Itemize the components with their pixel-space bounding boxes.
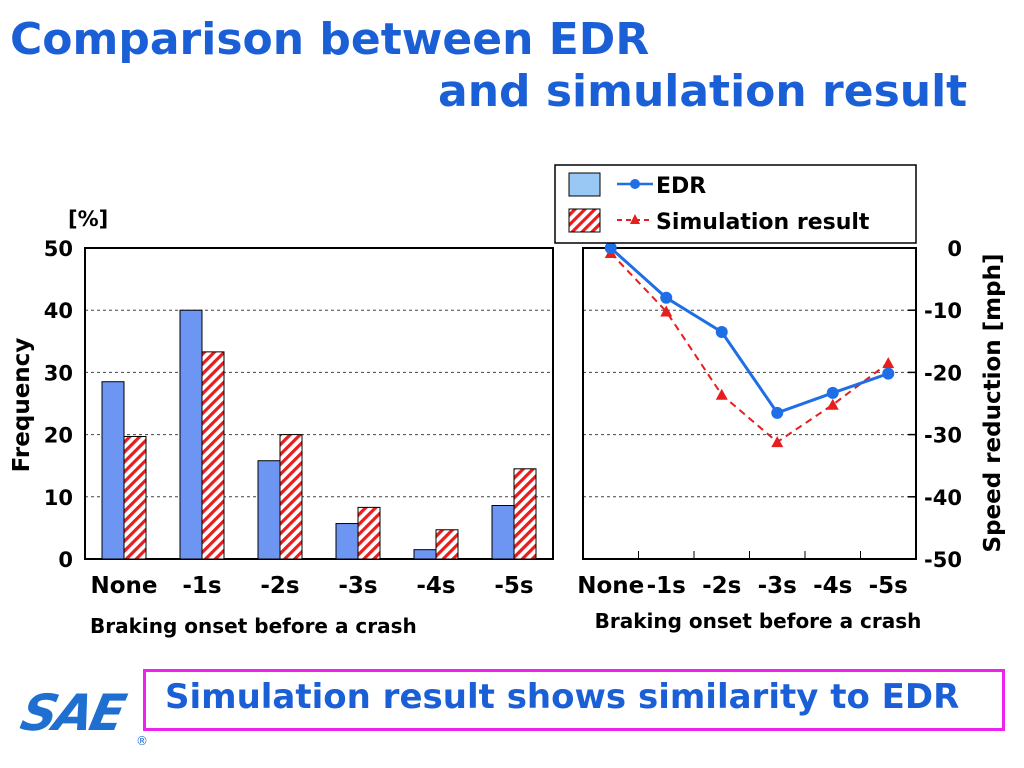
bar-x-tick-label: -2s bbox=[260, 573, 299, 599]
bar-edr bbox=[335, 523, 359, 560]
bar-unit-label: [%] bbox=[68, 207, 108, 231]
line-plot-frame bbox=[582, 247, 917, 560]
edr-point bbox=[771, 406, 784, 419]
line-y-tick-label: 0 bbox=[947, 237, 962, 261]
legend-edr-swatch bbox=[568, 172, 601, 197]
simulation-point bbox=[882, 357, 895, 369]
edr-point bbox=[882, 367, 895, 380]
bar-y-tick-label: 50 bbox=[44, 237, 73, 261]
bar-y-tick-label: 10 bbox=[44, 486, 73, 510]
line-x-tick-label: -2s bbox=[702, 573, 741, 599]
line-x-tick-label: -3s bbox=[758, 573, 797, 599]
bar-simulation bbox=[279, 434, 303, 560]
edr-line bbox=[609, 246, 889, 415]
bar-x-tick-label: -3s bbox=[338, 573, 377, 599]
legend-edr-marker bbox=[630, 179, 640, 189]
line-y-axis-title: Speed reduction [mph] bbox=[980, 254, 1006, 553]
bar-x-tick-label: None bbox=[90, 573, 157, 599]
legend-sim-label: Simulation result bbox=[656, 210, 870, 235]
bar-simulation bbox=[435, 529, 459, 560]
line-x-axis-title: Braking onset before a crash bbox=[595, 609, 922, 633]
registered-mark: ® bbox=[136, 734, 148, 748]
sae-logo: SAE bbox=[15, 684, 129, 742]
edr-point bbox=[715, 325, 728, 338]
simulation-point bbox=[660, 305, 673, 317]
bar-y-tick-label: 40 bbox=[44, 299, 73, 323]
bar-y-tick-label: 20 bbox=[44, 424, 73, 448]
bar-edr bbox=[491, 505, 515, 560]
legend-sim-marker bbox=[630, 214, 640, 224]
line-x-tick-label: None bbox=[577, 573, 644, 599]
bar-edr bbox=[101, 381, 125, 560]
bar-simulation bbox=[513, 468, 537, 560]
bar-edr bbox=[179, 309, 203, 560]
line-y-tick-label: -50 bbox=[924, 548, 962, 572]
bar-x-axis-title: Braking onset before a crash bbox=[90, 614, 417, 638]
bar-y-axis-title: Frequency bbox=[9, 338, 35, 473]
edr-point bbox=[604, 242, 617, 254]
bar-edr bbox=[257, 460, 281, 560]
line-y-tick-label: -10 bbox=[924, 299, 962, 323]
edr-point bbox=[826, 386, 839, 399]
line-x-tick-label: -4s bbox=[813, 573, 852, 599]
bar-y-tick-label: 30 bbox=[44, 361, 73, 385]
bar-x-tick-label: -1s bbox=[182, 573, 221, 599]
line-y-tick-label: -20 bbox=[924, 361, 962, 385]
conclusion-box bbox=[143, 669, 1005, 731]
bar-edr bbox=[413, 549, 437, 560]
line-x-tick-label: -5s bbox=[869, 573, 908, 599]
simulation-point bbox=[826, 398, 839, 410]
bar-simulation bbox=[123, 435, 147, 560]
bar-simulation bbox=[201, 351, 225, 560]
simulation-point bbox=[771, 436, 784, 448]
legend-box bbox=[554, 164, 917, 244]
simulation-line bbox=[610, 252, 889, 444]
line-y-tick-label: -40 bbox=[924, 486, 962, 510]
legend-sim-swatch bbox=[568, 208, 601, 233]
page-title: Comparison between EDR bbox=[10, 14, 650, 65]
bar-x-tick-label: -4s bbox=[416, 573, 455, 599]
edr-point bbox=[660, 291, 673, 304]
bar-plot-frame bbox=[84, 247, 554, 560]
bar-simulation bbox=[357, 506, 381, 560]
line-x-tick-label: -1s bbox=[647, 573, 686, 599]
conclusion-text: Simulation result shows similarity to ED… bbox=[165, 677, 960, 717]
legend-edr-label: EDR bbox=[656, 174, 706, 199]
bar-x-tick-label: -5s bbox=[494, 573, 533, 599]
simulation-point bbox=[715, 388, 728, 400]
line-y-tick-label: -30 bbox=[924, 424, 962, 448]
bar-y-tick-label: 0 bbox=[58, 548, 73, 572]
page-subtitle: and simulation result bbox=[438, 66, 968, 117]
